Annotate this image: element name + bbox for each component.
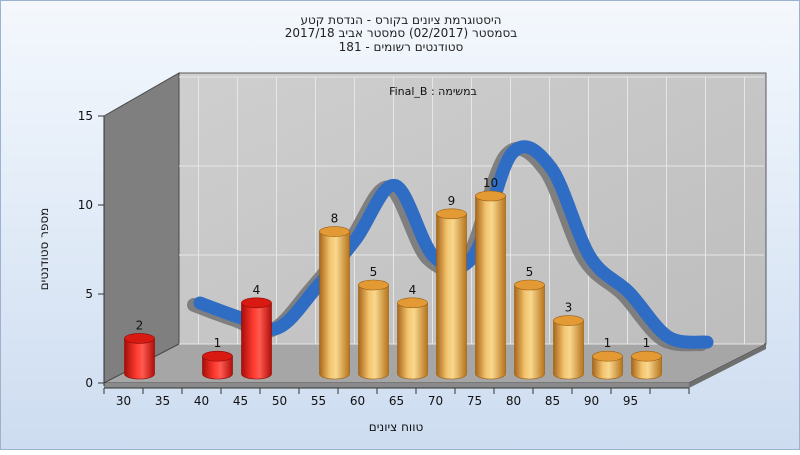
bar-body	[202, 355, 233, 380]
bar-top	[436, 208, 467, 220]
bar-top	[553, 315, 584, 326]
bar-body	[124, 338, 155, 380]
x-tick-label: 75	[467, 394, 482, 408]
bar-40: 1	[202, 336, 233, 380]
bar-value-label: 3	[565, 301, 573, 315]
y-tick-label: 5	[85, 287, 93, 301]
x-tick-label: 55	[311, 394, 326, 408]
x-tick-label: 40	[194, 394, 209, 408]
bar-body	[358, 284, 389, 380]
bar-value-label: 4	[409, 283, 417, 297]
bar-75: 10	[475, 176, 506, 380]
bar-body	[241, 302, 272, 380]
x-tick-label: 70	[428, 394, 443, 408]
bar-top	[124, 333, 155, 344]
bar-value-label: 1	[604, 336, 612, 350]
y-tick-label: 15	[78, 109, 93, 123]
bar-value-label: 4	[253, 283, 261, 297]
bar-95: 1	[631, 336, 662, 380]
y-tick-label: 0	[85, 376, 93, 390]
bar-55: 8	[319, 212, 350, 380]
bar-top	[475, 190, 506, 202]
bars-layer: 2 1 4 8 5 4 9 10 5 3 1 1	[124, 176, 662, 380]
bar-body	[631, 355, 662, 380]
y-tick-label: 10	[78, 198, 93, 212]
bar-90: 1	[592, 336, 623, 380]
floor-front-edge	[104, 383, 689, 388]
bar-value-label: 2	[136, 318, 144, 332]
bar-top	[631, 350, 662, 362]
bar-value-label: 1	[643, 336, 651, 350]
bar-value-label: 5	[370, 265, 378, 279]
bar-top	[202, 350, 233, 362]
x-tick-label: 80	[506, 394, 521, 408]
chart-title-line-1: היסטוגרמת ציונים בקורס - הנדסת קטע	[301, 13, 502, 27]
x-tick-label: 50	[272, 394, 287, 408]
x-tick-label: 45	[233, 394, 248, 408]
x-axis-title: טווח ציונים	[369, 420, 424, 434]
bar-top	[592, 350, 623, 362]
bar-body	[514, 284, 545, 380]
bar-30: 2	[124, 318, 155, 380]
bar-body	[436, 213, 467, 380]
y-ticks: 0 5 10 15	[78, 109, 104, 390]
bar-60: 5	[358, 265, 389, 380]
bar-top	[358, 279, 389, 291]
chart-title-line-2: בסמסטר (02/2017) סמסטר אביב 2017/18	[285, 26, 517, 40]
bar-value-label: 5	[526, 265, 534, 279]
bar-body	[319, 231, 350, 380]
bar-value-label: 8	[331, 212, 339, 226]
bar-body	[592, 355, 623, 380]
chart-title-line-3: סטודנטים רשומים - 181	[339, 40, 464, 54]
bar-body	[397, 302, 428, 380]
bar-body	[553, 320, 584, 380]
floor-right-edge	[689, 344, 766, 388]
bar-80: 5	[514, 265, 545, 380]
bar-45: 4	[241, 283, 272, 380]
x-tick-label: 65	[389, 394, 404, 408]
x-tick-label: 35	[155, 394, 170, 408]
bar-top	[514, 279, 545, 291]
bar-value-label: 1	[214, 336, 222, 350]
x-tick-label: 95	[623, 394, 638, 408]
bar-top	[397, 297, 428, 309]
y-axis-title: מספר סטודנטים	[37, 208, 51, 291]
x-tick-label: 85	[545, 394, 560, 408]
bar-65: 4	[397, 283, 428, 380]
x-tick-label: 60	[350, 394, 365, 408]
annotation-label: במשימה : Final_B	[389, 85, 477, 98]
bar-70: 9	[436, 194, 467, 380]
bar-top	[241, 297, 272, 309]
x-ticks: 30 35 40 45 50 55 60 65 70 75 80 85 90 95	[103, 388, 690, 408]
bar-value-label: 10	[483, 176, 498, 190]
bar-body	[475, 195, 506, 380]
bar-value-label: 9	[448, 194, 456, 208]
bar-top	[319, 226, 350, 237]
bar-85: 3	[553, 301, 584, 380]
x-tick-label: 90	[584, 394, 599, 408]
x-tick-label: 30	[116, 394, 131, 408]
